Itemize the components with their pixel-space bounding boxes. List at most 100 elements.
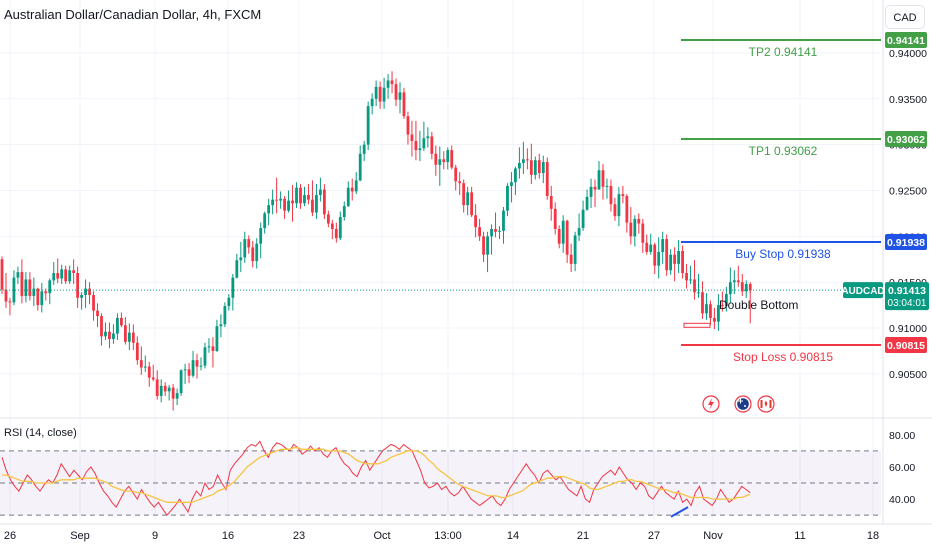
candle-body [490,229,493,237]
candle-body [661,239,665,252]
overlays: TP2 0.94141 TP1 0.93062 Buy Stop 0.91938 St… [0,38,881,364]
time-tick-label: Nov [703,530,723,542]
currency-button[interactable]: CAD [885,5,925,29]
candle-body [386,80,390,88]
candle-body [665,239,669,271]
candle-body [605,185,609,187]
candle-body [187,369,191,376]
time-tick-label: Oct [373,530,390,542]
canada-flag-icon[interactable] [757,395,775,413]
time-tick-label: 14 [507,530,519,542]
candle-body [494,229,497,232]
candle-body [406,116,410,135]
price-level-label: TP2 0.94141 [749,45,818,59]
candle-body [418,148,422,151]
candle-body [382,87,386,102]
current-price-text: 0.91413 [888,285,926,297]
candle-body [366,106,370,145]
candle-body [342,206,346,218]
candle-body [315,195,318,213]
candle-body [529,160,533,175]
price-level-tag [885,234,927,251]
candle-body [36,288,40,306]
candle-body [569,254,573,264]
candle-body [155,379,159,396]
candle-body [689,279,692,281]
candle-body [645,242,649,252]
candle-body [195,360,199,367]
candle-body [48,280,52,294]
candle-body [701,292,704,314]
candle-body [601,170,605,187]
candle-body [120,317,123,326]
candle-body [44,291,48,294]
price-level-tag [885,31,927,48]
candle-body [462,183,466,206]
australia-flag-icon[interactable] [734,395,752,413]
candle-body [521,159,525,163]
time-tick-label: 21 [577,530,589,542]
candle-body [394,84,398,100]
candle-body [728,282,732,295]
candle-body [390,80,394,85]
double-bottom-box [683,322,711,328]
rsi-ma-line [2,447,751,503]
candle-body [621,194,625,196]
candle-body [581,209,585,229]
candle-body [374,86,378,99]
candle-body [227,297,231,307]
candle-body [748,284,752,291]
candle-body [681,251,684,274]
rsi-tick-label: 60.00 [889,462,915,474]
candle-body [470,192,474,216]
candle-body [334,229,338,239]
lightning-icon[interactable] [702,395,720,413]
candle-body [561,220,565,244]
candle-body [88,288,91,296]
time-tick-label: 9 [152,530,158,542]
candle-body [537,160,541,174]
candle-body [16,272,20,278]
price-level-tag-text: 0.93062 [887,134,925,146]
candle-body [279,198,282,201]
rsi-tick-label: 80.00 [889,430,915,442]
candle-body [422,138,426,149]
candle-body [239,257,243,261]
candle-body [657,251,661,266]
candle-body [414,140,418,151]
candle-body [458,181,462,184]
grid-lines [0,0,932,525]
candle-body [64,269,68,282]
candle-body [589,186,593,197]
price-level-tag-text: 0.91938 [887,237,925,249]
candle-body [466,192,470,206]
candle-body [585,196,589,210]
price-tick-label: 0.91000 [889,323,927,335]
candle-body [474,215,478,228]
candle-body [720,305,724,307]
price-level-label: TP1 0.93062 [749,144,818,158]
candle-body [693,279,696,293]
price-tick-label: 0.94000 [889,48,927,60]
candle-body [163,385,167,392]
candle-body [724,294,728,307]
candle-body [685,273,688,281]
candle-body [565,220,569,255]
candle-body [557,229,561,244]
candle-body [231,277,235,298]
candle-body [199,365,203,367]
candle-body [60,269,64,279]
candle-body [20,272,24,296]
candle-body [398,92,402,100]
candle-body [577,228,581,236]
candle-body [482,236,485,255]
candle-body [287,200,290,211]
candle-body [518,162,521,169]
annotation-label: Double Bottom [719,298,798,312]
candle-body [0,259,4,290]
candle-body [402,92,406,117]
candle-body [350,187,354,192]
candle-body [112,333,115,340]
candle-body [303,195,306,204]
